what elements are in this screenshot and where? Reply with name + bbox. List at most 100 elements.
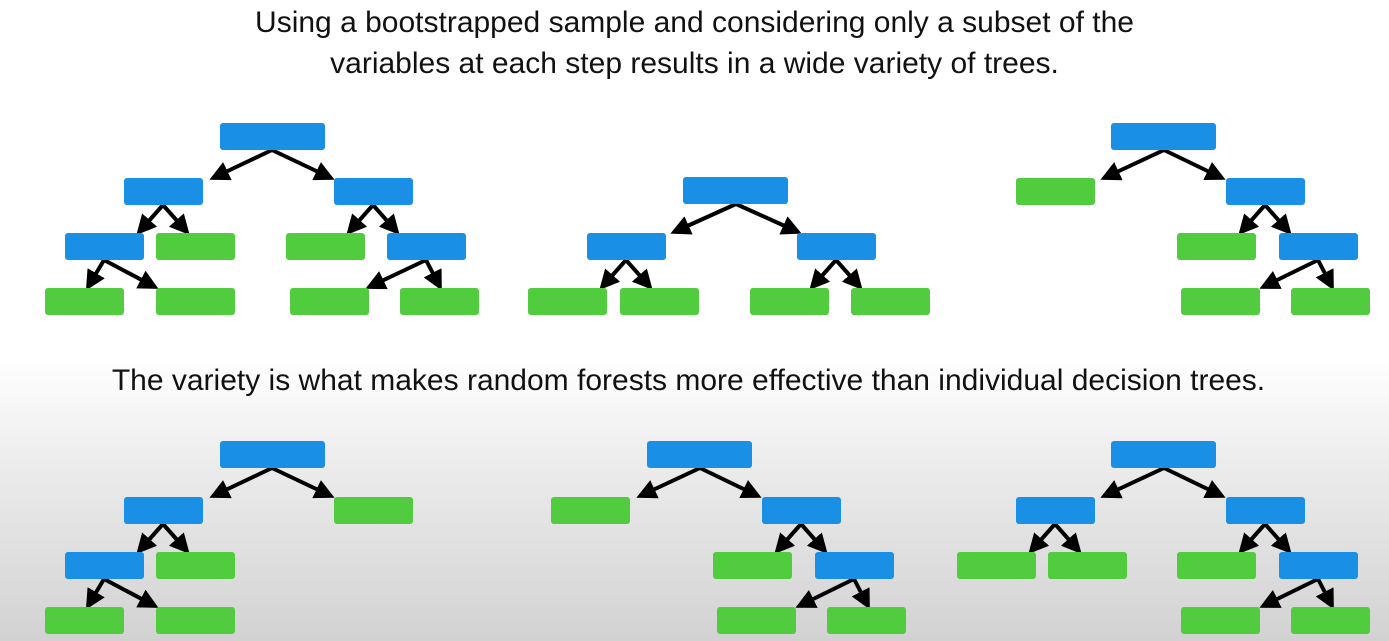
- split-node: [797, 233, 876, 260]
- arrow: [271, 148, 335, 181]
- arrow: [136, 203, 165, 235]
- arrow: [699, 466, 762, 499]
- arrow: [346, 203, 375, 235]
- leaf-node: [156, 288, 235, 315]
- tree-5-arrows: [636, 466, 870, 610]
- split-node: [124, 497, 203, 524]
- split-node: [587, 233, 666, 260]
- tree-3-arrows: [1100, 148, 1334, 291]
- leaf-node: [45, 288, 124, 315]
- arrow: [851, 578, 870, 610]
- arrow: [795, 577, 855, 608]
- leaf-node: [1291, 288, 1370, 315]
- arrow: [735, 202, 802, 235]
- split-node: [762, 497, 841, 524]
- arrow: [1100, 148, 1165, 181]
- leaf-node: [717, 607, 796, 634]
- split-node: [220, 123, 325, 150]
- leaf-node: [45, 607, 124, 634]
- leaf-node: [156, 233, 235, 260]
- arrow: [1028, 522, 1057, 554]
- arrow: [1053, 522, 1082, 554]
- leaf-node: [290, 288, 369, 315]
- split-node: [387, 233, 466, 260]
- arrow: [161, 203, 190, 235]
- leaf-node: [400, 288, 479, 315]
- arrow: [1163, 466, 1226, 499]
- arrow: [423, 259, 442, 291]
- arrow: [365, 258, 427, 290]
- leaf-node: [957, 552, 1036, 579]
- split-node: [65, 552, 144, 579]
- caption-middle: The variety is what makes random forests…: [111, 364, 1266, 397]
- tree-4: [45, 441, 413, 634]
- arrow: [670, 202, 737, 235]
- tree-1-arrows: [85, 148, 442, 291]
- leaf-node: [750, 288, 829, 315]
- leaf-node: [827, 607, 906, 634]
- arrow: [799, 522, 828, 554]
- arrow: [1238, 203, 1267, 235]
- split-node: [1279, 552, 1358, 579]
- leaf-node: [1048, 552, 1127, 579]
- arrow: [271, 466, 335, 499]
- split-node: [1279, 233, 1358, 260]
- leaf-node: [156, 607, 235, 634]
- leaf-node: [1177, 552, 1256, 579]
- arrow: [1100, 466, 1165, 499]
- leaf-node: [620, 288, 699, 315]
- arrow: [103, 577, 159, 608]
- split-node: [815, 552, 894, 579]
- tree-5: [551, 441, 906, 634]
- arrow: [136, 522, 165, 554]
- split-node: [647, 441, 752, 468]
- split-node: [65, 233, 144, 260]
- arrow: [161, 522, 190, 554]
- leaf-node: [851, 288, 930, 315]
- tree-2-arrows: [599, 202, 863, 290]
- tree-1: [45, 123, 479, 315]
- split-node: [220, 441, 325, 468]
- leaf-node: [1177, 233, 1256, 260]
- tree-2: [528, 177, 930, 315]
- caption-top-line-1: Using a bootstrapped sample and consider…: [255, 6, 1134, 39]
- arrow: [1259, 577, 1319, 608]
- arrow: [209, 148, 273, 181]
- split-node: [683, 177, 788, 204]
- arrow: [1263, 203, 1292, 235]
- leaf-node: [334, 497, 413, 524]
- arrow: [1315, 578, 1334, 610]
- arrow: [624, 258, 653, 290]
- split-node: [334, 178, 413, 205]
- arrow: [599, 258, 628, 290]
- leaf-node: [528, 288, 607, 315]
- arrow: [103, 258, 159, 289]
- caption-top: Using a bootstrapped sample and consider…: [0, 2, 1389, 84]
- arrow: [209, 466, 273, 499]
- tree-4-arrows: [85, 466, 335, 610]
- arrow: [834, 258, 863, 290]
- arrow: [1238, 522, 1267, 554]
- split-node: [1016, 497, 1095, 524]
- leaf-node: [1181, 288, 1260, 315]
- leaf-node: [713, 552, 792, 579]
- leaf-node: [286, 233, 365, 260]
- arrow: [85, 577, 106, 610]
- leaf-node: [551, 497, 630, 524]
- split-node: [1111, 441, 1216, 468]
- leaf-node: [1291, 607, 1370, 634]
- tree-6: [957, 441, 1370, 634]
- arrow: [85, 258, 106, 291]
- split-node: [124, 178, 203, 205]
- leaf-node: [1181, 607, 1260, 634]
- arrow: [774, 522, 803, 554]
- arrow: [1163, 148, 1226, 181]
- tree-6-arrows: [1028, 466, 1334, 610]
- arrow: [1315, 259, 1334, 291]
- leaf-node: [156, 552, 235, 579]
- tree-3: [1016, 123, 1370, 315]
- arrow: [809, 258, 838, 290]
- split-node: [1226, 178, 1305, 205]
- arrow: [1259, 258, 1319, 289]
